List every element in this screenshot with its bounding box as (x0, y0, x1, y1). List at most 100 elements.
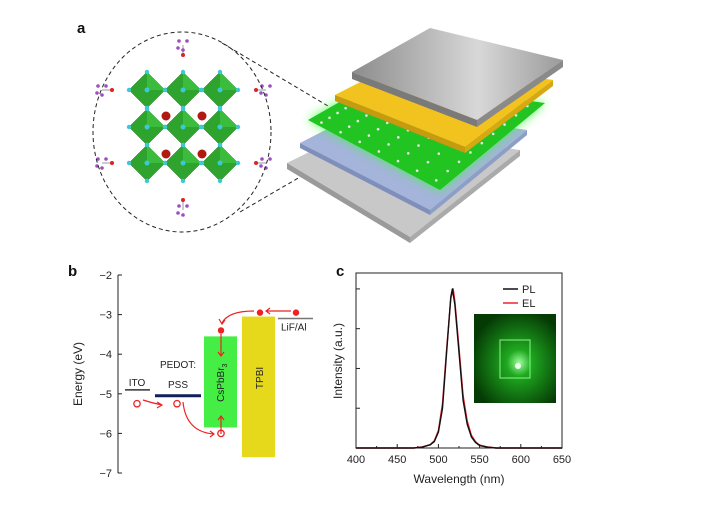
y-tick-label: −2 (99, 270, 112, 282)
halide-atom (235, 124, 241, 130)
halide-atom (217, 69, 223, 75)
halide-atom (144, 87, 150, 93)
nanocrystal (417, 144, 420, 147)
halide-atom (180, 106, 186, 112)
halide-atom (144, 142, 150, 148)
octahedron-face (183, 145, 201, 163)
hole-arrow (182, 401, 215, 438)
nanocrystal (358, 140, 362, 144)
anchor-atom (110, 88, 114, 92)
halide-atom (235, 87, 241, 93)
nanocrystal (426, 160, 430, 164)
panel-label-b: b (68, 263, 77, 280)
tpbi-bar (242, 316, 275, 458)
pedot-label: PEDOT: (160, 360, 196, 371)
nanocrystal (385, 121, 389, 125)
ligand-atom (259, 164, 263, 168)
y-tick-label: −6 (99, 428, 112, 440)
y-tick-label: −5 (99, 389, 112, 401)
anchor-atom (181, 53, 185, 57)
ligand-atom (268, 157, 272, 161)
ligand-atom (181, 213, 185, 217)
halide-atom (235, 160, 241, 166)
ligand-atom (100, 166, 104, 170)
panel-label-a: a (77, 20, 86, 37)
anchor-atom (254, 88, 258, 92)
cesium-atom (197, 111, 207, 121)
octahedron-face (147, 72, 165, 90)
nanocrystal (336, 111, 339, 115)
nanocrystal (503, 123, 506, 126)
octahedron-face (183, 109, 201, 127)
electron (217, 327, 225, 334)
halide-atom (180, 87, 186, 93)
ligand-atom (96, 157, 100, 161)
series-pl (356, 288, 562, 449)
nanocrystal (437, 152, 441, 155)
nanocrystal (396, 159, 400, 163)
halide-atom (162, 87, 168, 93)
halide-atom (199, 160, 205, 166)
nanocrystal (377, 150, 381, 153)
nanocrystal (367, 134, 371, 137)
panel-a: a (77, 20, 563, 243)
x-tick-label: 500 (429, 454, 447, 466)
octahedron-face (220, 109, 238, 127)
nanocrystal (397, 136, 400, 139)
panel-b-energy-diagram: b −2 −3 −4 −5 −6 −7 Energy (eV) ITO PEDOT: PSS C… (68, 263, 313, 480)
halide-atom (162, 124, 168, 130)
halide-atom (199, 87, 205, 93)
anchor-atom (181, 198, 185, 202)
ligand-atom (176, 211, 180, 215)
octahedron-face (147, 109, 165, 127)
hole-arrow (142, 399, 164, 409)
zoom-circle (92, 31, 272, 233)
cesium-atom (161, 111, 171, 121)
ligand-atom (259, 91, 263, 95)
pss-label: PSS (168, 380, 188, 391)
ligand-atom (185, 204, 189, 208)
legend-label-pl: PL (522, 284, 535, 296)
octahedron-face (220, 145, 238, 163)
halide-atom (144, 178, 150, 184)
nanocrystal (328, 116, 331, 120)
halide-atom (126, 160, 132, 166)
nanocrystal (347, 125, 351, 128)
ligand-atom (177, 204, 181, 208)
ligand-atom (96, 84, 100, 88)
ligand-atom (104, 157, 108, 161)
cathode-layer (352, 28, 563, 120)
nanocrystal (491, 132, 495, 136)
octahedron-face (147, 145, 165, 163)
halide-atom (217, 87, 223, 93)
halide-atom (180, 178, 186, 184)
octahedron-face (220, 72, 238, 90)
halide-atom (217, 142, 223, 148)
x-tick-label: 450 (388, 454, 406, 466)
ligand-atom (176, 46, 180, 50)
ligand-atom (181, 48, 185, 52)
tpbi-label: TPBI (255, 367, 266, 389)
inset-photo (474, 314, 556, 403)
y-tick-label: −3 (99, 310, 112, 322)
legend-label-el: EL (522, 298, 535, 310)
y-tick-label: −7 (99, 468, 112, 480)
halide-atom (217, 106, 223, 112)
y-tick-label: −4 (99, 349, 112, 361)
electron-arrow (218, 310, 255, 326)
halide-atom (162, 160, 168, 166)
electron-arrow (265, 307, 291, 315)
halide-atom (144, 160, 150, 166)
electron-arrow (217, 334, 225, 357)
lif-al-label: LiF/Al (281, 323, 307, 334)
halide-atom (180, 69, 186, 75)
cesium-atom (197, 149, 207, 159)
hole (133, 399, 141, 408)
nanocrystal (387, 143, 390, 146)
device-stack (287, 28, 563, 243)
nanocrystal (480, 141, 484, 145)
nanocrystal (446, 169, 449, 173)
nanocrystal (434, 179, 438, 182)
cesium-atom (161, 149, 171, 159)
